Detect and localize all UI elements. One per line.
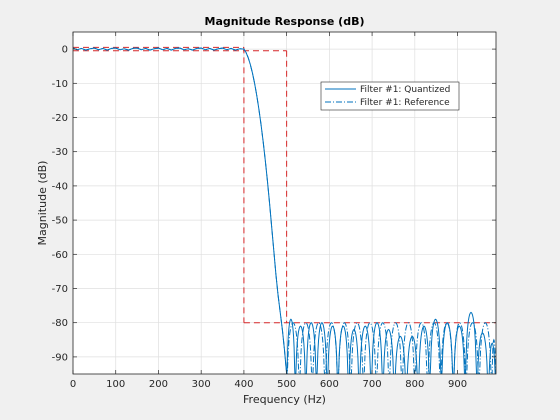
x-tick-label: 300 [192, 379, 211, 390]
legend-entry-reference: Filter #1: Reference [360, 98, 450, 108]
legend-box [320, 81, 460, 111]
series-line-quantized [73, 47, 496, 374]
ticks: 0 100 200 300 400 500 600 700 800 900 0 -10 -20 -30 -4… [52, 32, 496, 390]
x-tick-label: 0 [70, 379, 76, 390]
series-layer [73, 46, 496, 374]
x-tick-label: 600 [320, 379, 339, 390]
x-axis-label: Frequency (Hz) [243, 393, 326, 406]
x-tick-label: 400 [234, 379, 253, 390]
x-tick-label: 200 [149, 379, 168, 390]
y-tick-label: -30 [52, 147, 68, 158]
axes-box [72, 31, 497, 375]
y-tick-label: -50 [52, 216, 68, 227]
y-tick-label: -10 [52, 79, 68, 90]
y-tick-label: -90 [52, 352, 68, 363]
x-tick-label: 900 [448, 379, 467, 390]
y-tick-label: -80 [52, 318, 68, 329]
y-tick-label: -40 [52, 181, 68, 192]
x-tick-label: 100 [106, 379, 125, 390]
legend[interactable]: Filter #1: Quantized Filter #1: Referenc… [320, 81, 460, 111]
chart-title: Magnitude Response (dB) [205, 15, 365, 28]
y-tick-label: -20 [52, 113, 68, 124]
x-tick-label: 700 [363, 379, 382, 390]
y-tick-label: 0 [62, 45, 68, 56]
x-tick-label: 500 [277, 379, 296, 390]
y-tick-label: -60 [52, 250, 68, 261]
x-tick-label: 800 [405, 379, 424, 390]
legend-entry-quantized: Filter #1: Quantized [360, 85, 450, 95]
y-axis-label: Magnitude (dB) [36, 161, 49, 246]
plot-clip [73, 46, 496, 374]
y-tick-label: -70 [52, 284, 68, 295]
